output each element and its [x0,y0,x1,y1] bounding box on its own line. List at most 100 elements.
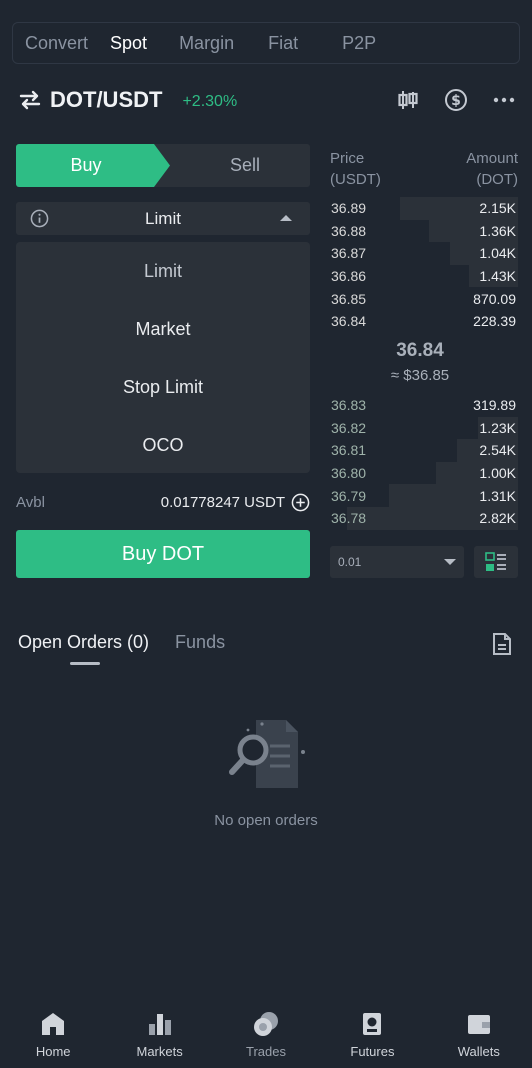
ask-amount: 1.43K [479,268,516,285]
wallets-icon [467,1015,490,1034]
bid-row[interactable]: 36.81 2.54K [328,439,518,462]
bid-amount: 1.00K [479,465,516,482]
pair-name[interactable]: DOT/USDT [50,87,163,112]
empty-state-text: No open orders [214,812,318,829]
home-icon [42,1013,65,1035]
ask-amount: 1.36K [479,222,516,239]
svg-text:$: $ [451,93,461,109]
bid-row[interactable]: 36.83 319.89 [328,394,518,417]
ask-depth-bar [468,264,518,288]
nav-futures[interactable]: Futures [319,1000,425,1068]
ask-depth-bar [428,219,518,243]
nav-markets-label: Markets [136,1044,183,1059]
tab-open-orders[interactable]: Open Orders (0) [18,632,149,667]
order-type-select[interactable]: Limit [16,202,310,235]
ask-row[interactable]: 36.85 870.09 [328,287,518,310]
amount-unit: (DOT) [476,171,518,188]
active-tab-indicator [70,662,100,665]
tab-funds[interactable]: Funds [175,632,226,652]
bid-depth-bar [478,416,518,440]
order-book-header: Price (USDT) Amount (DOT) [330,148,518,190]
mid-price: 36.84 [396,340,444,361]
no-orders-illustration [229,720,305,788]
ask-price: 36.86 [331,268,367,285]
ask-amount: 228.39 [473,313,516,330]
ask-amount: 1.04K [479,245,516,262]
menu-item-stop-limit[interactable]: Stop Limit [122,376,204,397]
bid-row[interactable]: 36.79 1.31K [328,484,518,507]
avbl-label: Avbl [16,493,45,511]
buy-tab[interactable]: Buy [70,155,102,175]
candlestick-chart-icon[interactable] [394,86,422,114]
orders-tabs: Open Orders (0) Funds [18,632,518,672]
order-type-menu: Limit Market Stop Limit OCO [16,242,310,473]
order-history-icon[interactable] [492,632,512,656]
bid-row[interactable]: 36.78 2.82K [328,506,518,530]
bid-amount: 1.31K [479,487,516,504]
menu-item-oco[interactable]: OCO [142,434,184,455]
menu-item-limit[interactable]: Limit [143,260,182,281]
bid-depth-bar [388,484,518,507]
ask-row[interactable]: 36.87 1.04K [328,242,518,265]
avbl-value: 0.01778247 USDT [160,493,285,511]
nav-markets[interactable]: Markets [106,1000,212,1068]
tab-convert[interactable]: Convert [25,32,89,53]
menu-item-market[interactable]: Market [135,318,191,339]
caret-up-icon [280,215,292,221]
ask-row[interactable]: 36.88 1.36K [328,219,518,243]
tab-margin[interactable]: Margin [179,32,235,53]
nav-wallets-label: Wallets [457,1044,500,1059]
ask-amount: 2.15K [479,200,516,217]
available-balance: Avbl 0.01778247 USDT [16,490,310,514]
order-type-selected: Limit [145,208,181,228]
bid-price: 36.82 [331,419,367,436]
trades-icon [254,1012,279,1036]
nav-futures-label: Futures [350,1044,395,1059]
bid-amount: 319.89 [473,397,516,414]
bid-row[interactable]: 36.80 1.00K [328,461,518,485]
caret-down-icon [444,559,456,565]
swap-arrows-icon[interactable] [18,88,42,112]
more-icon[interactable] [490,86,518,114]
pair-header: DOT/USDT +2.30% $ [18,84,518,116]
bid-amount: 1.23K [479,419,516,436]
trade-mode-tabs: Convert Spot Margin Fiat P2P [12,22,520,64]
futures-icon [363,1013,382,1035]
pair-change: +2.30% [182,93,238,110]
tab-fiat[interactable]: Fiat [268,32,299,53]
ask-row[interactable]: 36.84 228.39 [328,310,518,333]
nav-trades[interactable]: Trades [213,1000,319,1068]
info-icon[interactable] [30,209,49,228]
nav-home[interactable]: Home [0,1000,106,1068]
mid-price-fiat: ≈ $36.85 [390,367,450,384]
dollar-icon[interactable]: $ [442,86,470,114]
order-book-asks: 36.89 2.15K 36.88 1.36K 36.87 1.04K 36.86 1.43K… [328,197,518,333]
ask-row[interactable]: 36.86 1.43K [328,264,518,288]
ask-amount: 870.09 [473,290,516,307]
tick-size-select[interactable]: 0.01 [330,546,464,578]
bid-row[interactable]: 36.82 1.23K [328,416,518,440]
tab-open-orders-label: Open Orders (0) [18,632,150,652]
buy-dot-button[interactable]: Buy DOT [16,530,310,578]
price-header: Price [330,150,365,167]
order-book-view-button[interactable] [474,546,518,578]
mid-price-block[interactable]: 36.84 ≈ $36.85 [330,340,510,384]
tab-p2p[interactable]: P2P [342,32,377,53]
bid-price: 36.78 [331,510,367,527]
bid-depth-bar [457,439,518,462]
nav-wallets[interactable]: Wallets [426,1000,532,1068]
ask-row[interactable]: 36.89 2.15K [328,197,518,220]
ask-price: 36.88 [331,222,367,239]
ask-price: 36.89 [331,200,367,217]
amount-header: Amount [466,150,518,167]
sell-tab[interactable]: Sell [229,155,260,175]
bid-price: 36.81 [331,442,367,459]
tab-spot[interactable]: Spot [110,32,148,53]
buy-tab-background [16,144,170,187]
order-book-layout-icon [485,552,506,571]
nav-trades-label: Trades [246,1044,286,1059]
ask-depth-bar [400,197,518,220]
add-funds-icon[interactable] [291,493,310,512]
bid-depth-bar [347,506,518,530]
bid-price: 36.80 [331,465,367,482]
